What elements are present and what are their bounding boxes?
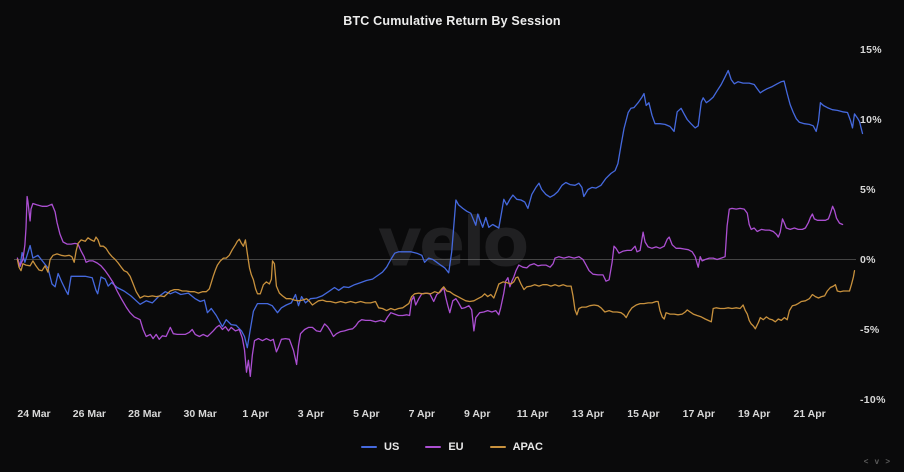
- x-tick-label: 28 Mar: [128, 408, 162, 420]
- x-tick-label: 24 Mar: [17, 408, 51, 420]
- legend-label: EU: [448, 441, 464, 453]
- y-tick-label: 15%: [860, 43, 882, 56]
- x-tick-label: 19 Apr: [738, 408, 771, 420]
- legend-item-us[interactable]: US: [361, 441, 399, 453]
- series-line-us: [16, 69, 864, 349]
- velo-corner-logo: < v >: [863, 457, 892, 466]
- page-title: BTC Cumulative Return By Session: [343, 14, 561, 28]
- legend-label: US: [384, 441, 400, 453]
- x-tick-label: 17 Apr: [682, 408, 715, 420]
- x-tick-label: 9 Apr: [463, 408, 491, 420]
- x-tick-label: 1 Apr: [242, 408, 269, 420]
- series-line-apac: [16, 236, 856, 330]
- y-tick-label: 0%: [860, 253, 876, 266]
- x-tick-label: 15 Apr: [627, 408, 660, 420]
- legend-swatch-eu: [425, 446, 442, 448]
- x-tick-label: 5 Apr: [353, 408, 380, 420]
- legend-item-apac[interactable]: APAC: [489, 441, 543, 453]
- legend-label: APAC: [512, 441, 543, 453]
- x-tick-label: 3 Apr: [297, 408, 325, 420]
- y-tick-label: 10%: [860, 113, 882, 126]
- velo-watermark: velo: [377, 203, 529, 283]
- x-tick-label: 13 Apr: [571, 408, 605, 420]
- y-tick-label: -5%: [860, 323, 880, 336]
- legend-item-eu[interactable]: EU: [425, 441, 464, 453]
- y-tick-label: 5%: [860, 183, 876, 196]
- legend-swatch-us: [361, 446, 378, 448]
- x-tick-label: 26 Mar: [72, 408, 107, 420]
- series-line-eu: [16, 195, 844, 378]
- x-tick-label: 7 Apr: [408, 408, 436, 420]
- y-tick-label: -10%: [860, 393, 886, 406]
- legend-swatch-apac: [489, 446, 506, 448]
- chart-legend: US EU APAC: [0, 441, 904, 453]
- x-tick-label: 30 Mar: [183, 408, 217, 420]
- x-tick-label: 21 Apr: [793, 408, 826, 420]
- x-tick-label: 11 Apr: [516, 408, 549, 420]
